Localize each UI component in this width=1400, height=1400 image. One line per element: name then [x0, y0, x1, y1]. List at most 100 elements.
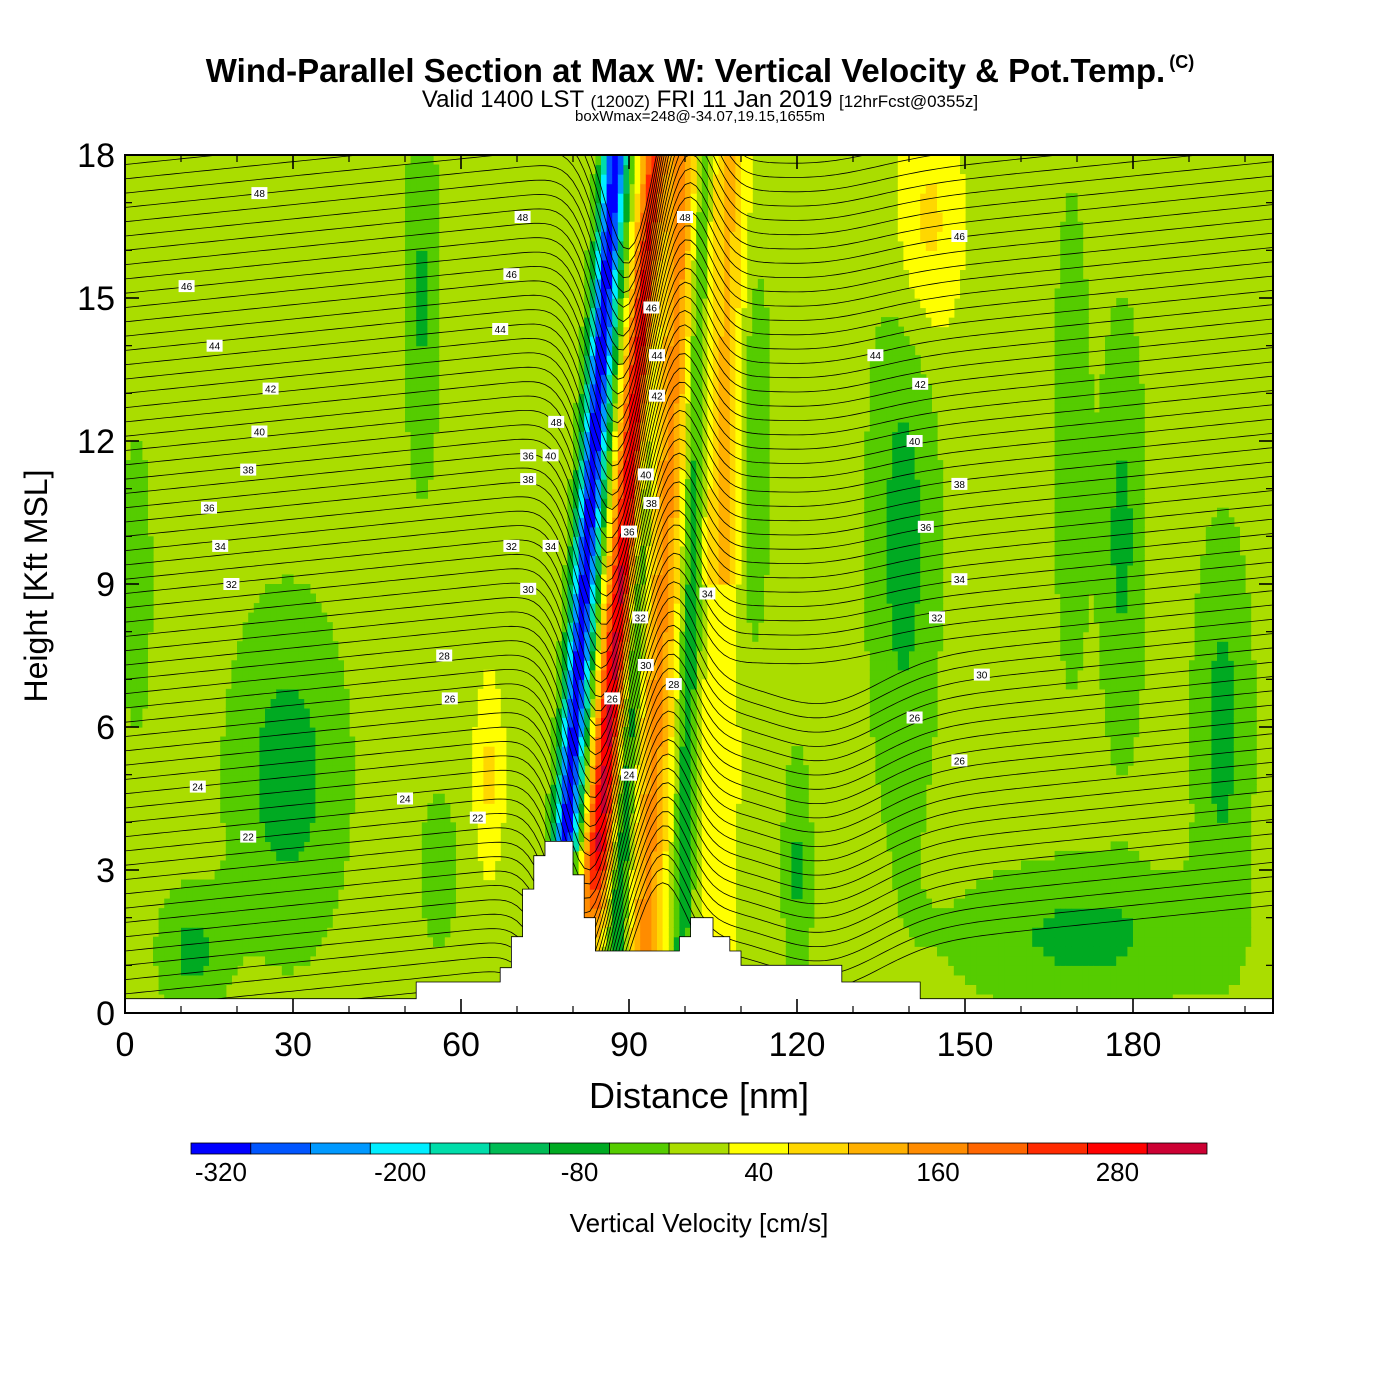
- w-field-cell: [578, 755, 585, 766]
- w-field-cell: [556, 784, 563, 795]
- w-field-cell: [673, 288, 680, 299]
- w-field-cell: [757, 364, 764, 375]
- w-field-cell: [690, 174, 697, 185]
- w-field-cell: [220, 746, 227, 757]
- w-field-cell: [561, 669, 568, 680]
- w-field-cell: [304, 622, 311, 633]
- valid-date: FRI 11 Jan 2019: [656, 86, 833, 113]
- w-field-cell: [869, 688, 876, 699]
- w-field-cell: [595, 812, 602, 823]
- w-field-cell: [757, 469, 764, 480]
- w-field-cell: [662, 927, 669, 938]
- w-field-cell: [724, 727, 731, 738]
- w-field-cell: [685, 174, 692, 185]
- w-field-cell: [718, 355, 725, 366]
- w-field-cell: [584, 908, 591, 919]
- w-field-cell: [158, 974, 165, 985]
- w-field-cell: [903, 860, 910, 871]
- w-field-cell: [125, 526, 132, 537]
- w-field-cell: [645, 755, 652, 766]
- w-field-cell: [287, 793, 294, 804]
- w-field-cell: [634, 317, 641, 328]
- w-field-cell: [141, 698, 148, 709]
- w-field-cell: [668, 517, 675, 528]
- w-field-cell: [276, 946, 283, 957]
- w-field-cell: [690, 155, 697, 166]
- w-field-cell: [326, 727, 333, 738]
- w-field-cell: [405, 412, 412, 423]
- w-field-cell: [713, 336, 720, 347]
- w-field-cell: [679, 441, 686, 452]
- w-field-cell: [909, 278, 916, 290]
- w-field-cell: [164, 936, 171, 947]
- w-field-cell: [875, 383, 882, 394]
- w-field-cell: [561, 698, 568, 709]
- w-field-cell: [685, 269, 692, 280]
- w-field-cell: [729, 927, 736, 938]
- w-field-cell: [685, 326, 692, 337]
- w-field-cell: [707, 908, 714, 919]
- w-field-cell: [315, 612, 322, 623]
- w-field-cell: [701, 831, 708, 842]
- w-field-cell: [477, 755, 484, 766]
- w-field-cell: [136, 593, 143, 604]
- w-field-cell: [757, 441, 764, 452]
- w-field-cell: [718, 336, 725, 347]
- w-field-cell: [886, 383, 893, 394]
- w-field-cell: [892, 374, 899, 385]
- w-field-cell: [668, 383, 675, 394]
- w-field-cell: [634, 831, 641, 842]
- w-field-cell: [298, 793, 305, 804]
- w-field-cell: [741, 231, 748, 242]
- w-field-cell: [903, 202, 910, 213]
- w-field-cell: [237, 641, 244, 652]
- w-field-cell: [130, 622, 137, 633]
- w-field-cell: [752, 536, 759, 547]
- w-field-cell: [685, 927, 692, 938]
- w-field-cell: [685, 803, 692, 814]
- w-field-cell: [584, 622, 591, 633]
- w-field-cell: [578, 622, 585, 633]
- w-field-cell: [903, 460, 910, 471]
- w-field-cell: [578, 850, 585, 862]
- w-field-cell: [668, 574, 675, 585]
- w-field-cell: [662, 393, 669, 404]
- w-field-cell: [326, 889, 333, 900]
- w-field-cell: [892, 822, 899, 833]
- w-field-cell: [584, 727, 591, 738]
- w-field-cell: [925, 622, 932, 633]
- w-field-cell: [651, 746, 658, 757]
- w-field-cell: [886, 402, 893, 413]
- w-field-cell: [757, 383, 764, 394]
- w-field-cell: [595, 183, 602, 194]
- w-field-cell: [657, 450, 664, 461]
- w-field-cell: [808, 908, 815, 919]
- w-field-cell: [713, 746, 720, 757]
- w-field-cell: [909, 612, 916, 623]
- w-field-cell: [746, 536, 753, 547]
- w-field-cell: [696, 631, 703, 642]
- w-field-cell: [690, 517, 697, 528]
- w-field-cell: [864, 631, 871, 642]
- w-field-cell: [197, 898, 204, 909]
- w-field-cell: [125, 536, 132, 547]
- w-field-cell: [729, 727, 736, 738]
- w-field-cell: [220, 793, 227, 804]
- w-field-cell: [214, 898, 221, 909]
- w-field-cell: [791, 755, 798, 766]
- w-field-cell: [203, 965, 210, 976]
- w-field-cell: [606, 631, 613, 642]
- valid-forecast: [12hrFcst@0355z]: [838, 92, 979, 111]
- w-field-cell: [623, 250, 630, 261]
- w-field-cell: [881, 765, 888, 776]
- w-field-cell: [696, 564, 703, 576]
- w-field-cell: [265, 879, 272, 890]
- w-field-cell: [181, 965, 188, 976]
- w-field-cell: [729, 831, 736, 842]
- w-field-cell: [584, 536, 591, 547]
- w-field-cell: [477, 717, 484, 728]
- w-field-cell: [785, 879, 792, 890]
- w-field-cell: [920, 584, 927, 595]
- w-field-cell: [735, 383, 742, 394]
- w-field-cell: [623, 507, 630, 518]
